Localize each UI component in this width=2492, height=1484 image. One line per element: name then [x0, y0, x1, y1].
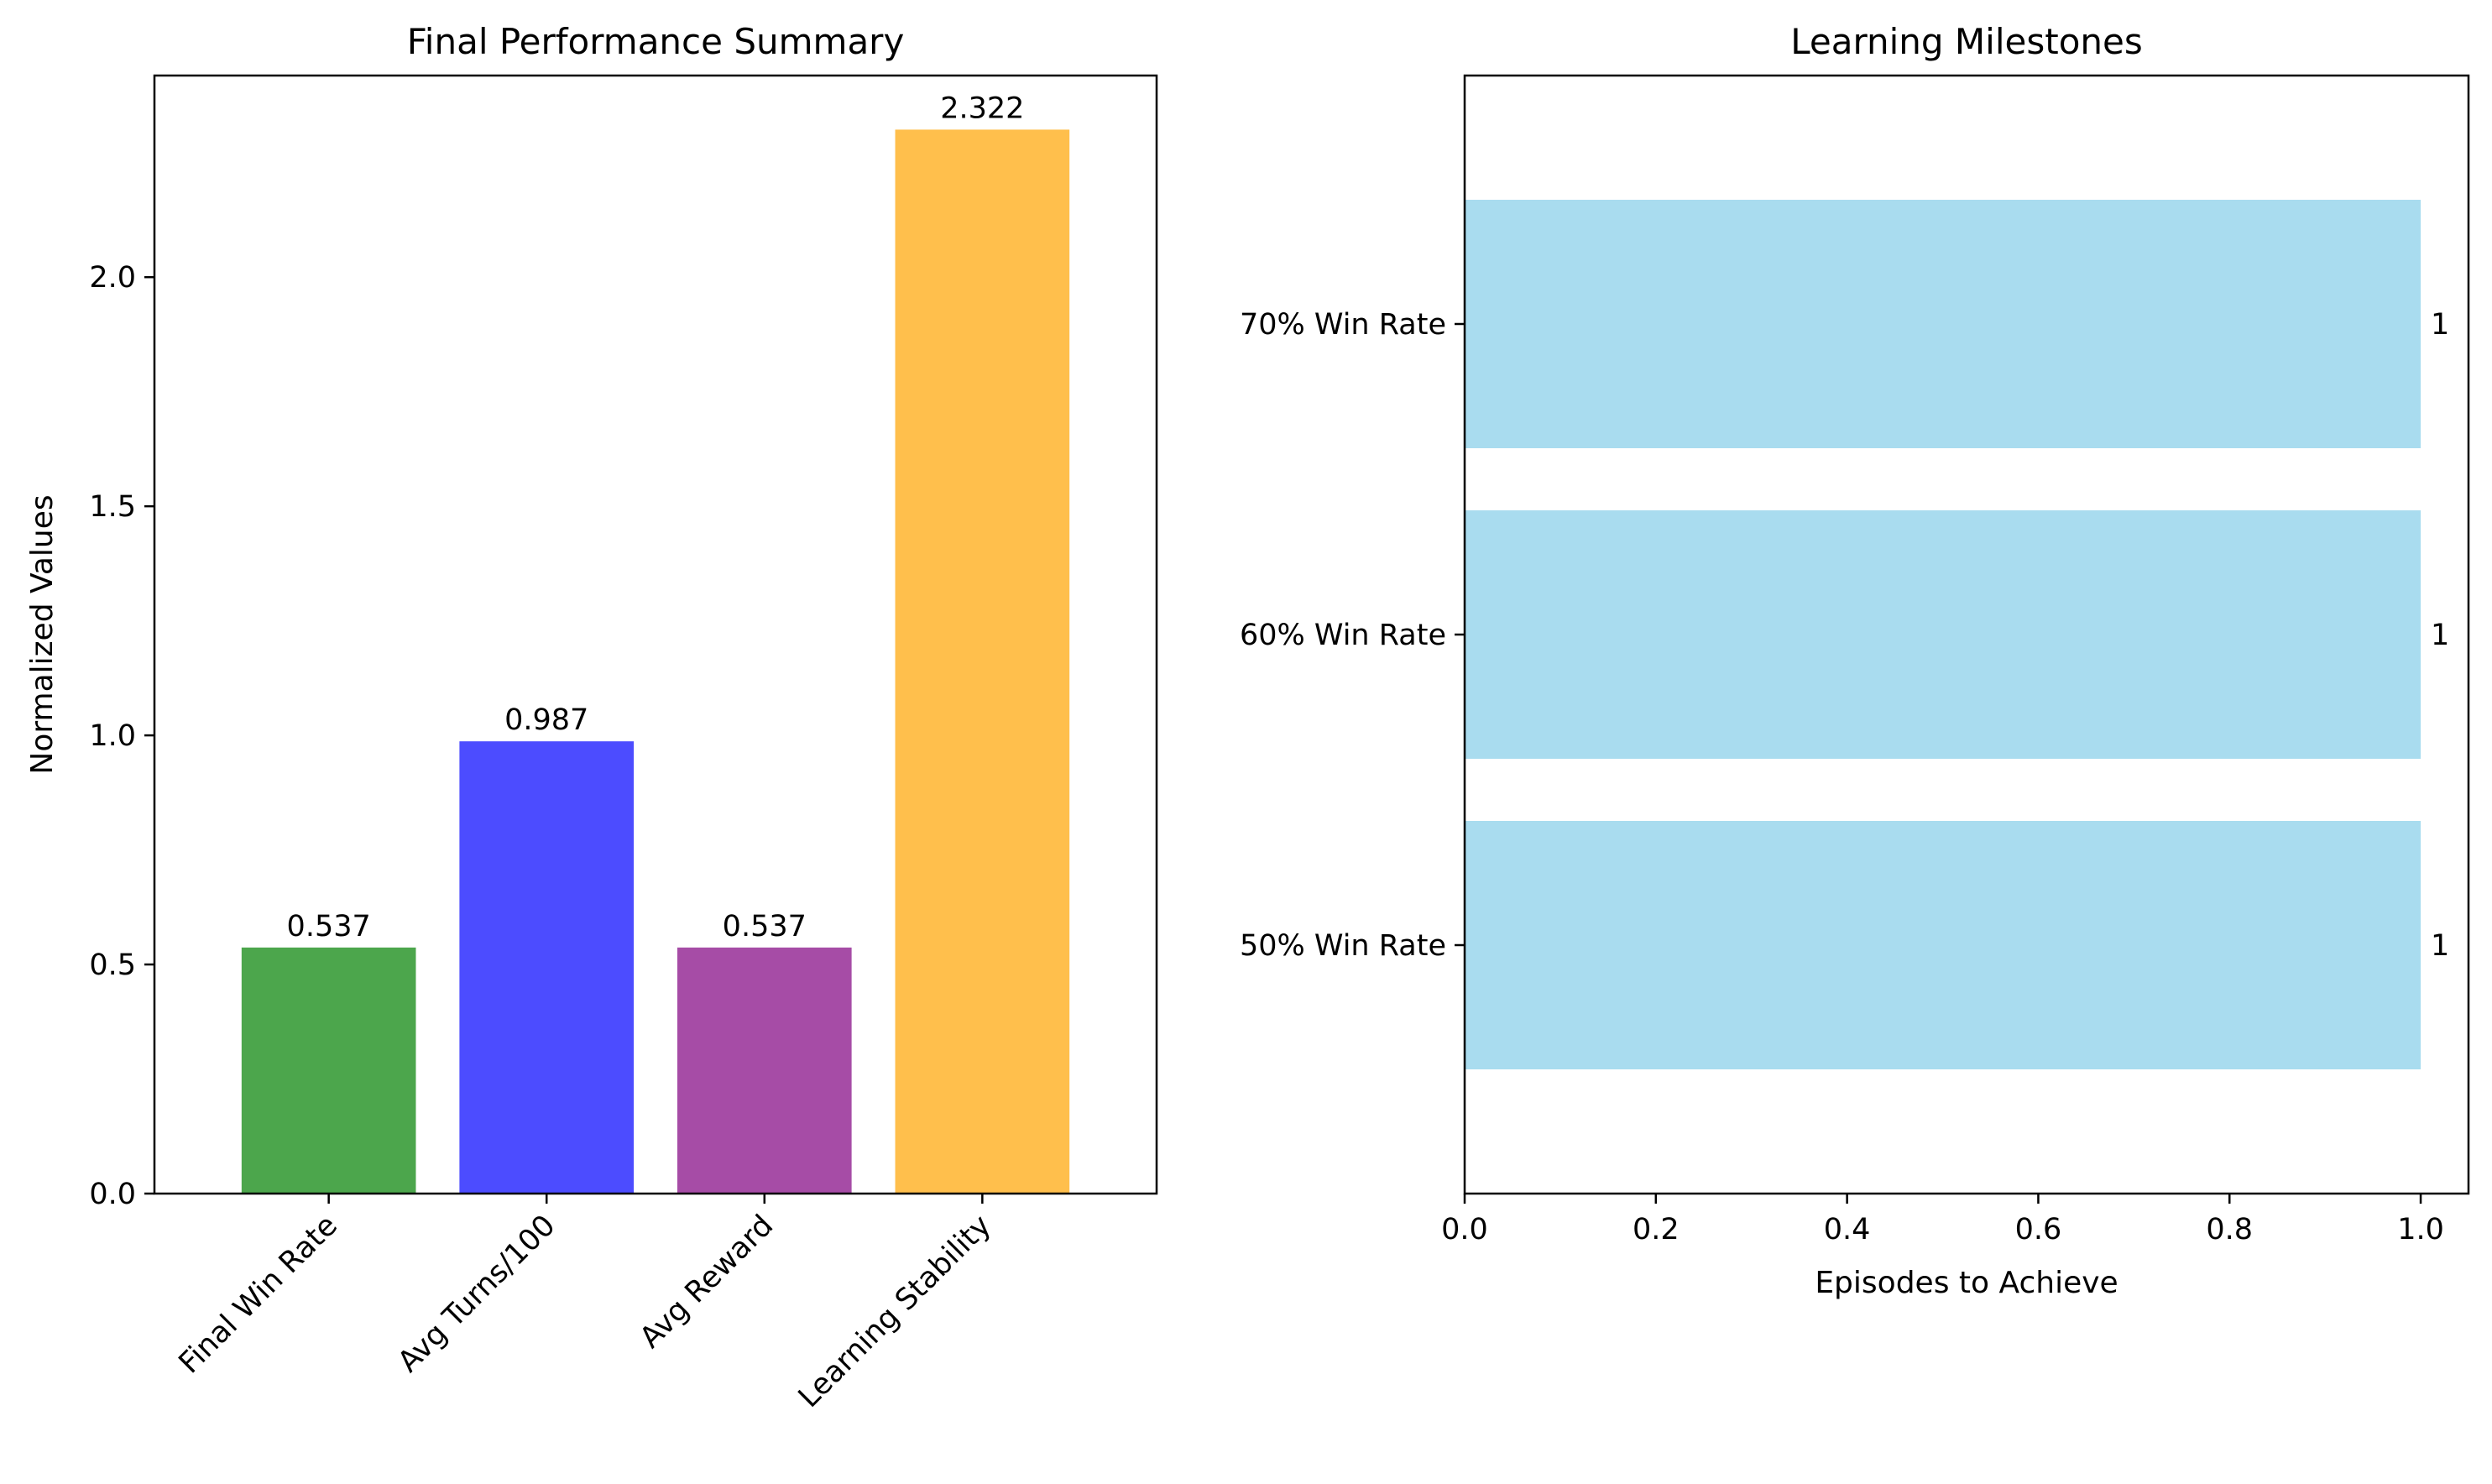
- x-tick-label: Learning Stability: [792, 1209, 998, 1414]
- y-axis-label: Normalized Values: [25, 494, 60, 774]
- bar-avg-turns-100: [459, 741, 635, 1194]
- y-tick-label: 0.0: [89, 1178, 136, 1211]
- y-axis: 50% Win Rate 60% Win Rate 70% Win Rate: [1240, 308, 1465, 963]
- y-tick-label: 1.5: [89, 490, 136, 524]
- y-axis: 0.0 0.5 1.0 1.5 2.0: [89, 261, 154, 1211]
- value-labels: 0.537 0.987 0.537 2.322: [287, 91, 1025, 943]
- y-tick-label: 0.5: [89, 948, 136, 982]
- x-tick-label: Avg Reward: [634, 1209, 780, 1355]
- bar-60-win-rate: [1465, 510, 2421, 759]
- value-label: 0.987: [504, 703, 588, 737]
- value-label: 2.322: [940, 91, 1024, 125]
- value-label: 1: [2431, 308, 2449, 342]
- x-tick-label: 0.2: [1633, 1213, 1680, 1246]
- performance-summary-chart: Final Performance Summary Normalized Val…: [25, 21, 1158, 1414]
- bar-group: [1465, 200, 2421, 1069]
- x-tick-label: Avg Turns/100: [392, 1209, 562, 1379]
- y-tick-label: 1.0: [89, 719, 136, 753]
- value-label: 0.537: [723, 910, 807, 943]
- x-axis-label: Episodes to Achieve: [1815, 1266, 2118, 1300]
- y-tick-label: 60% Win Rate: [1240, 619, 1446, 652]
- x-axis: 0.0 0.2 0.4 0.6 0.8 1.0: [1441, 1194, 2444, 1246]
- x-tick-label: 0.4: [1824, 1213, 1871, 1246]
- bar-70-win-rate: [1465, 200, 2421, 448]
- value-label: 1: [2431, 929, 2449, 963]
- bar-final-win-rate: [241, 947, 416, 1194]
- value-labels: 1 1 1: [2431, 308, 2449, 963]
- x-tick-label: 0.6: [2015, 1213, 2062, 1246]
- x-tick-label: Final Win Rate: [173, 1209, 344, 1380]
- value-label: 1: [2431, 619, 2449, 652]
- x-tick-label: 0.8: [2206, 1213, 2253, 1246]
- bar-group: [241, 129, 1070, 1194]
- bar-learning-stability: [895, 129, 1070, 1194]
- y-tick-label: 70% Win Rate: [1240, 308, 1446, 342]
- learning-milestones-chart: Learning Milestones Episodes to Achieve …: [1240, 21, 2470, 1300]
- plot-frame: [153, 74, 1158, 1195]
- chart-title: Learning Milestones: [1790, 21, 2143, 62]
- y-tick-label: 2.0: [89, 261, 136, 295]
- bar-50-win-rate: [1465, 821, 2421, 1069]
- chart-title: Final Performance Summary: [407, 21, 905, 62]
- bar-avg-reward: [677, 947, 852, 1194]
- y-tick-label: 50% Win Rate: [1240, 929, 1446, 963]
- plot-frame: [1463, 74, 2470, 1195]
- value-label: 0.537: [287, 910, 371, 943]
- x-tick-label: 1.0: [2397, 1213, 2444, 1246]
- x-axis: Final Win Rate Avg Turns/100 Avg Reward Lea…: [173, 1194, 998, 1414]
- x-tick-label: 0.0: [1441, 1213, 1488, 1246]
